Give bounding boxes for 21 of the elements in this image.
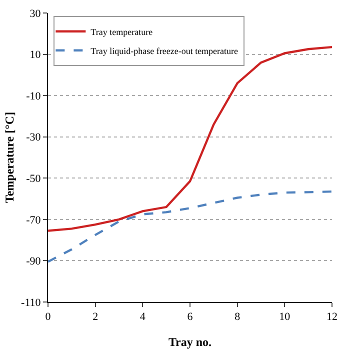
x-tick-label: 0 <box>45 311 52 324</box>
y-tick-label: -110 <box>21 296 42 309</box>
y-tick-label: -70 <box>26 214 42 226</box>
y-tick-label: 10 <box>30 49 42 62</box>
x-tick-label: 8 <box>234 311 241 324</box>
y-tick-label: -50 <box>26 172 42 185</box>
y-axis-title: Temperature [°C] <box>2 112 16 204</box>
y-tick-label: -10 <box>26 90 42 102</box>
x-tick-label: 12 <box>326 311 338 324</box>
y-tick-label: -90 <box>26 256 42 268</box>
legend-label: Tray liquid-phase freeze-out temperature <box>90 46 238 56</box>
line-series <box>48 190 332 263</box>
legend-label: Tray temperature <box>90 26 153 37</box>
y-tick-label: -30 <box>26 132 42 144</box>
line-series <box>48 46 332 232</box>
x-tick-label: 2 <box>92 311 98 324</box>
x-axis-title: Tray no. <box>168 335 212 350</box>
y-tick-label: 30 <box>30 8 42 20</box>
x-tick-label: 10 <box>279 311 291 324</box>
x-tick-label: 6 <box>187 311 194 324</box>
x-tick-label: 4 <box>140 311 146 324</box>
